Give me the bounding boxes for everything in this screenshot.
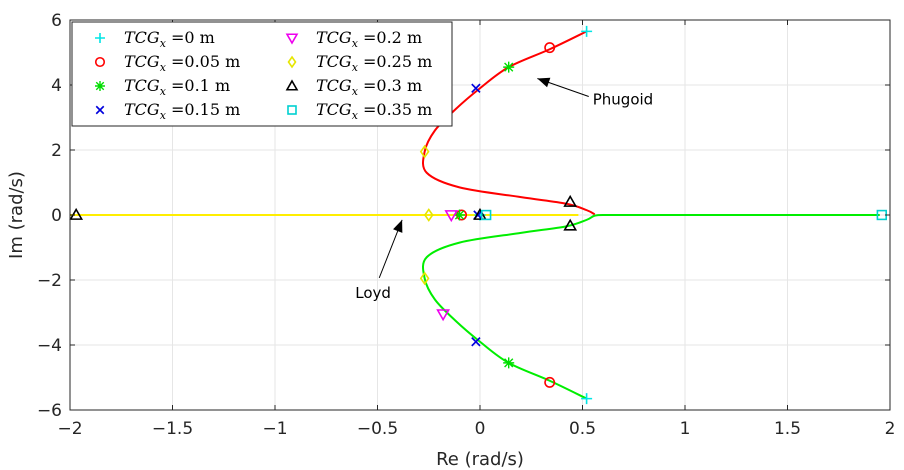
marker-plus	[581, 393, 593, 405]
marker-star	[503, 61, 515, 73]
x-tick-label: 1.5	[774, 419, 801, 439]
y-tick-label: 2	[51, 141, 62, 161]
marker-star	[454, 209, 465, 221]
marker-plus	[581, 25, 593, 37]
marker-x	[471, 83, 481, 93]
legend-entry-label: TCGx =0 m	[124, 28, 215, 50]
marker-tri-up	[563, 194, 578, 207]
marker-diamond	[419, 271, 430, 286]
y-tick-label: 4	[51, 76, 62, 96]
x-tick-label: 1	[680, 419, 691, 439]
legend-entry-label: TCGx =0.3 m	[316, 76, 422, 98]
x-tick-label: 2	[885, 419, 896, 439]
annotation-label: Phugoid	[593, 91, 653, 109]
legend-entry-label: TCGx =0.15 m	[124, 100, 240, 122]
y-tick-label: −2	[37, 271, 62, 291]
marker-tri-down	[285, 33, 299, 45]
y-tick-label: 6	[51, 11, 62, 31]
y-tick-label: −6	[37, 401, 62, 421]
marker-circle	[544, 376, 556, 388]
x-tick-label: −0.5	[357, 419, 398, 439]
legend-entry-label: TCGx =0.2 m	[316, 28, 422, 50]
x-axis-label: Re (rad/s)	[436, 449, 524, 470]
marker-plus	[95, 33, 105, 43]
annotation-arrow-head	[393, 219, 403, 233]
y-tick-label: 0	[51, 206, 62, 226]
marker-x	[95, 105, 105, 115]
locus-branch	[421, 213, 880, 400]
x-tick-label: −1	[262, 419, 287, 439]
ticks: −2 −1.5 −1 −0.5 0 0.5 1 1.5 2 6 4 2 0 −2 −4 −6	[37, 11, 895, 439]
marker-star	[95, 81, 105, 91]
legend-entry-label: TCGx =0.25 m	[316, 52, 432, 74]
marker-diamond	[287, 55, 297, 69]
annotations: Phugoid Loyd	[355, 77, 653, 302]
x-tick-label: 0.5	[569, 419, 596, 439]
markers	[69, 25, 888, 405]
marker-tri-up	[285, 79, 299, 91]
marker-square	[480, 209, 492, 221]
x-tick-label: −2	[57, 419, 82, 439]
marker-circle	[94, 56, 106, 68]
marker-star	[503, 357, 515, 369]
marker-tri-down	[444, 210, 459, 223]
legend-entry-label: TCGx =0.05 m	[124, 52, 240, 74]
legend-box	[71, 21, 453, 127]
annotation-arrow-head	[537, 77, 551, 88]
marker-diamond	[419, 144, 430, 159]
marker-tri-up	[563, 218, 578, 231]
legend-entry-label: TCGx =0.1 m	[124, 76, 230, 98]
marker-tri-up	[69, 207, 84, 220]
marker-square	[287, 105, 297, 115]
y-tick-label: −4	[37, 336, 62, 356]
marker-diamond	[423, 208, 434, 222]
marker-x	[471, 337, 481, 347]
legend-entry-label: TCGx =0.35 m	[316, 100, 432, 122]
annotation-label: Loyd	[355, 284, 391, 302]
marker-circle	[544, 42, 556, 54]
x-tick-label: 0	[475, 419, 486, 439]
marker-tri-up	[473, 207, 487, 220]
y-axis-label: Im (rad/s)	[6, 171, 27, 259]
x-tick-label: −1.5	[152, 419, 193, 439]
marker-tri-down	[436, 309, 450, 322]
